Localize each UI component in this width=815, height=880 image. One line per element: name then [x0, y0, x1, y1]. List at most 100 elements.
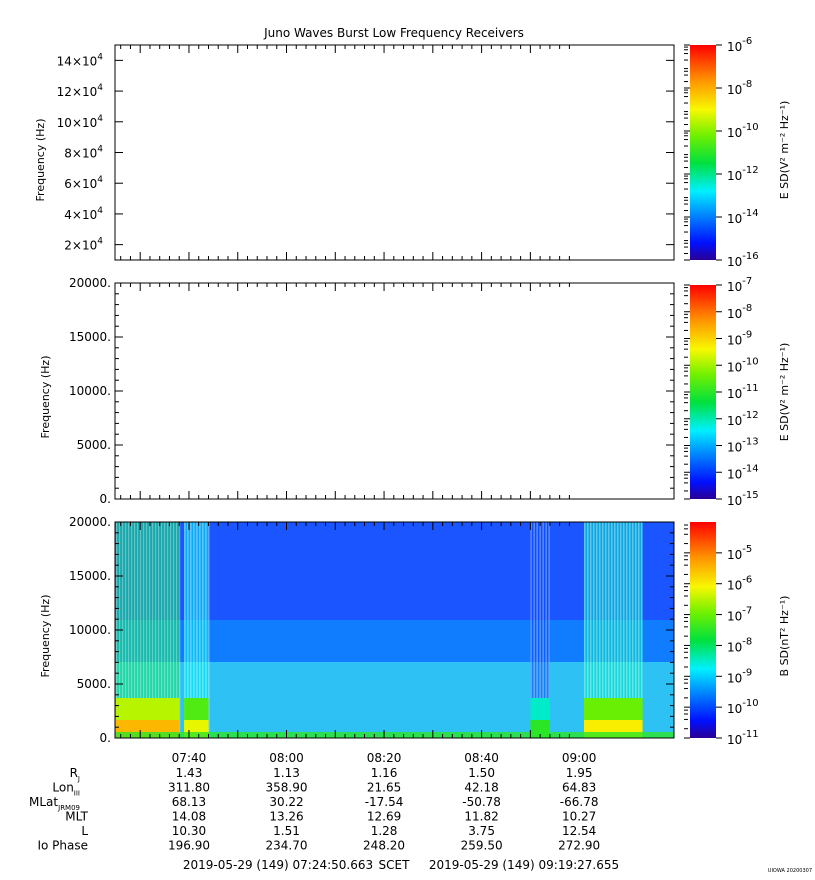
colorbar-tick-label: 10-16 [727, 251, 759, 269]
y-tick-label: 10000. [69, 384, 111, 398]
burst-streak [205, 522, 207, 738]
y-tick-label: 2×104 [64, 237, 103, 253]
time-tick-label: 08:20 [367, 751, 402, 765]
burst-streak [151, 522, 154, 738]
ephemeris-value: 234.70 [266, 839, 308, 853]
burst-streak [602, 522, 604, 738]
panel-middle-frame [114, 282, 675, 500]
footer-end-time: 2019-05-29 (149) 09:19:27.655 [429, 858, 619, 872]
burst-streak [127, 522, 130, 738]
low-frequency-band [115, 732, 674, 738]
ephemeris-value: 10.30 [172, 824, 206, 838]
ephemeris-value: 13.26 [269, 810, 303, 824]
panel-top-colorbar-label: E SD(V² m⁻² Hz⁻¹) [778, 101, 791, 200]
burst-streak [587, 522, 589, 738]
burst-streak [632, 522, 634, 738]
panel-top-frame [114, 44, 675, 261]
y-tick-label: 10000. [69, 623, 111, 637]
colorbar-tick-label: 10-8 [727, 303, 752, 321]
panel-top-colorbar-ticks: 10-6 10-8 10-10 10-12 10-14 10-16 [684, 36, 759, 269]
burst-streak [139, 522, 142, 738]
colorbar-tick-label: 10-11 [727, 383, 759, 401]
ephemeris-value: 11.82 [464, 810, 498, 824]
burst-streak [542, 522, 544, 738]
burst-streak [620, 522, 622, 738]
colorbar-tick-label: 10-15 [727, 490, 759, 508]
panel-top-ylabel: Frequency (Hz) [34, 119, 47, 202]
colorbar-tick-label: 10-13 [727, 437, 759, 455]
burst-streak [187, 522, 189, 738]
panel-middle-xticks [120, 283, 570, 499]
burst-streak [635, 522, 637, 738]
ephemeris-value: 1.51 [273, 824, 300, 838]
y-tick-label: 0. [100, 492, 111, 506]
ephemeris-value: 12.69 [367, 810, 401, 824]
time-tick-label: 09:00 [562, 751, 597, 765]
ephemeris-value: 248.20 [363, 839, 405, 853]
ephemeris-value: 14.08 [172, 810, 206, 824]
burst-streak [596, 522, 598, 738]
burst-streak [172, 522, 175, 738]
panel-bottom-ylabel: Frequency (Hz) [39, 595, 52, 678]
colorbar-tick-label: 10-11 [727, 729, 759, 747]
ephemeris-value: 196.90 [168, 839, 210, 853]
burst-streak [136, 522, 139, 738]
burst-streak [193, 522, 195, 738]
footer-frame: SCET [379, 858, 411, 872]
burst-streak [190, 522, 192, 738]
ephemeris-value: 1.16 [371, 766, 398, 780]
colorbar-tick-label: 10-10 [727, 698, 759, 716]
burst-streak [608, 522, 610, 738]
ephemeris-value: 12.54 [562, 824, 596, 838]
ephemeris-value: 358.90 [266, 781, 308, 795]
panel-bottom-spectral-marks [115, 522, 674, 738]
y-tick-label: 8×104 [64, 145, 103, 161]
y-tick-label: 5000. [77, 677, 111, 691]
burst-streak [584, 522, 586, 738]
burst-streak [178, 522, 181, 738]
burst-streak [130, 522, 133, 738]
ephemeris-value: -50.78 [462, 795, 501, 809]
burst-streak [545, 522, 547, 738]
ephemeris-value: 1.13 [273, 766, 300, 780]
panel-top-yticks: 2×104 4×104 6×104 8×104 10×104 12×104 14×104 [57, 52, 674, 253]
colorbar-tick-label: 10-12 [727, 410, 759, 428]
ephemeris-value: 1.95 [566, 766, 593, 780]
colorbar-tick-label: 10-6 [727, 36, 752, 54]
y-tick-label: 15000. [69, 569, 111, 583]
burst-streak [614, 522, 616, 738]
burst-streak [605, 522, 607, 738]
panel-top: 2×104 4×104 6×104 8×104 10×104 12×104 14×104 F… [34, 36, 791, 269]
colorbar-tick-label: 10-14 [727, 463, 759, 481]
burst-streak [638, 522, 640, 738]
time-tick-label: 08:40 [464, 751, 499, 765]
colorbar-tick-label: 10-10 [727, 356, 759, 374]
burst-streak [202, 522, 204, 738]
burst-streak [133, 522, 136, 738]
burst-streak [617, 522, 619, 738]
burst-streak [124, 522, 127, 738]
burst-streak [593, 522, 595, 738]
footer-stamp: UIOWA 20200307 [768, 868, 812, 874]
burst-streak [629, 522, 631, 738]
panel-middle-colorbar-label: E SD(V² m⁻² Hz⁻¹) [778, 343, 791, 442]
burst-band [530, 522, 550, 738]
y-tick-label: 15000. [69, 330, 111, 344]
ephemeris-value: 10.27 [562, 810, 596, 824]
panel-top-colorbar [690, 45, 716, 260]
panel-middle-ylabel: Frequency (Hz) [39, 356, 52, 439]
y-tick-label: 14×104 [57, 52, 104, 68]
footer-start-time: 2019-05-29 (149) 07:24:50.663 [183, 858, 373, 872]
burst-streak [169, 522, 172, 738]
burst-streak [148, 522, 151, 738]
y-tick-label: 12×104 [57, 83, 104, 99]
ephemeris-row-label: Io Phase [37, 839, 88, 853]
burst-streak [160, 522, 163, 738]
colorbar-tick-label: 10-6 [727, 575, 752, 593]
ephemeris-value: -66.78 [560, 795, 599, 809]
y-tick-label: 10×104 [57, 114, 104, 130]
ephemeris-value: 1.28 [371, 824, 398, 838]
burst-streak [208, 522, 210, 738]
y-tick-label: 4×104 [64, 206, 103, 222]
